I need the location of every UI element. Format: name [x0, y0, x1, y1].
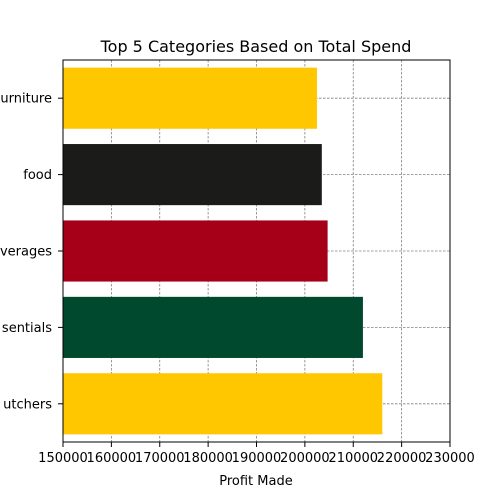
x-axis: 1500001600001700001800001900002000002100… — [38, 442, 475, 466]
chart-title: Top 5 Categories Based on Total Spend — [100, 37, 412, 56]
bar-beverages — [63, 220, 328, 282]
y-tick-label: urniture — [0, 92, 52, 107]
x-tick-label: 230000 — [425, 451, 475, 466]
y-axis: urniture food verages sentials utchers — [0, 92, 63, 412]
x-axis-label: Profit Made — [219, 474, 292, 489]
x-tick-label: 220000 — [377, 451, 427, 466]
y-tick-label: sentials — [2, 321, 52, 336]
x-tick-label: 170000 — [135, 451, 185, 466]
bar-food — [63, 144, 322, 206]
x-tick-label: 200000 — [280, 451, 330, 466]
x-tick-label: 150000 — [38, 451, 88, 466]
y-tick-label: verages — [0, 245, 52, 260]
bar-essentials — [63, 296, 363, 358]
bars — [63, 67, 383, 435]
bar-butchers — [63, 373, 383, 435]
x-tick-label: 210000 — [328, 451, 378, 466]
y-tick-label: food — [23, 168, 52, 183]
x-tick-label: 180000 — [183, 451, 233, 466]
x-tick-label: 160000 — [87, 451, 137, 466]
x-tick-label: 190000 — [232, 451, 282, 466]
y-tick-label: utchers — [3, 397, 52, 412]
bar-furniture — [63, 67, 317, 129]
